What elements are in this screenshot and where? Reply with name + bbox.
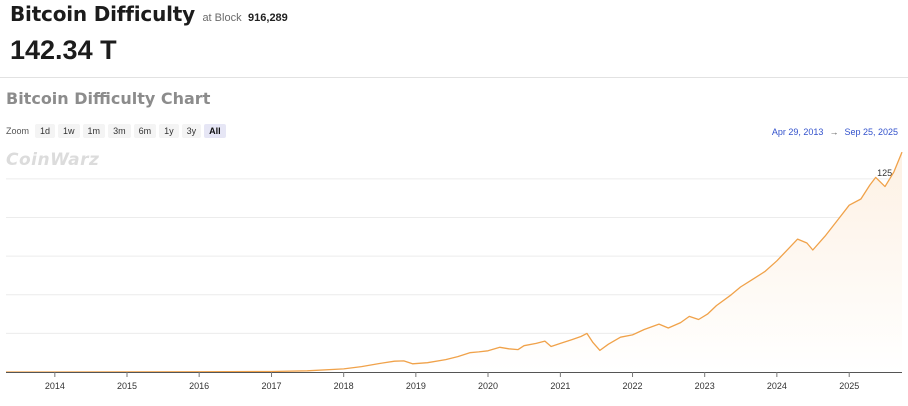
x-tick-label: 2021 [550, 381, 570, 391]
header: Bitcoin Difficulty at Block 916,289 [10, 2, 288, 32]
page-title: Bitcoin Difficulty [10, 2, 195, 26]
zoom-controls: Zoom 1d 1w 1m 3m 6m 1y 3y All [6, 124, 226, 138]
chart-title: Bitcoin Difficulty Chart [6, 89, 211, 108]
x-tick-label: 2016 [189, 381, 209, 391]
x-tick-label: 2022 [623, 381, 643, 391]
x-tick-label: 2017 [262, 381, 282, 391]
y-tick-label: 125 T [877, 168, 900, 178]
x-tick-label: 2014 [45, 381, 65, 391]
x-tick-label: 2024 [767, 381, 787, 391]
zoom-button-6m[interactable]: 6m [133, 124, 157, 138]
range-arrow: → [829, 127, 839, 137]
block-prefix: at Block [202, 12, 242, 24]
range-from[interactable]: Apr 29, 2013 [771, 127, 824, 137]
zoom-button-1w[interactable]: 1w [58, 124, 80, 138]
difficulty-value: 142.34 T [10, 35, 117, 65]
zoom-button-1d[interactable]: 1d [35, 124, 56, 138]
zoom-button-1y[interactable]: 1y [159, 124, 179, 138]
series-area [6, 152, 902, 372]
zoom-button-all[interactable]: All [204, 124, 226, 138]
x-tick-label: 2015 [117, 381, 137, 391]
x-tick-label: 2025 [839, 381, 859, 391]
zoom-button-1m[interactable]: 1m [82, 124, 106, 138]
date-range: Apr 29, 2013 → Sep 25, 2025 [772, 127, 898, 137]
x-tick-label: 2018 [334, 381, 354, 391]
series-line [6, 151, 903, 373]
divider [0, 77, 908, 78]
zoom-button-3m[interactable]: 3m [108, 124, 131, 138]
zoom-button-3y[interactable]: 3y [181, 124, 202, 138]
coinwarz-watermark-logo: CoinWarz [6, 150, 100, 170]
x-tick-label: 2020 [478, 381, 498, 391]
x-tick-label: 2023 [695, 381, 715, 391]
zoom-label: Zoom [6, 126, 30, 136]
range-to[interactable]: Sep 25, 2025 [844, 127, 898, 137]
x-tick-label: 2019 [406, 381, 426, 391]
block-height: 916,289 [248, 12, 288, 24]
